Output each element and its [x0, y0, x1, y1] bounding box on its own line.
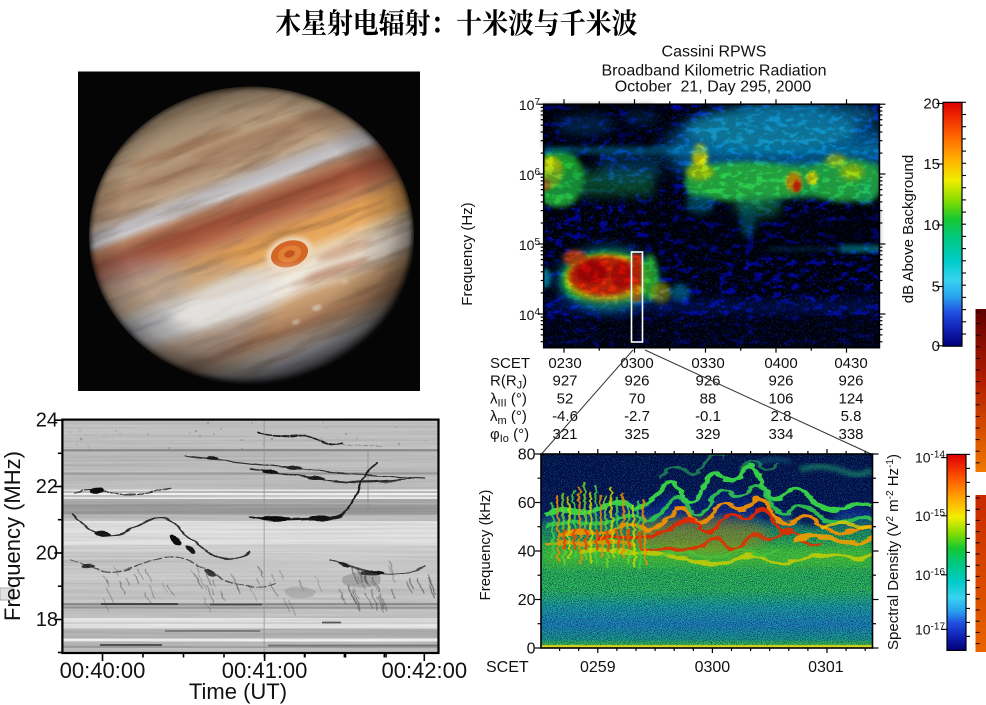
svg-text:SCET: SCET: [490, 355, 530, 372]
svg-text:Broadband Kilometric Radiation: Broadband Kilometric Radiation: [601, 63, 826, 80]
svg-text:0: 0: [932, 338, 940, 355]
svg-text:0301: 0301: [808, 659, 844, 676]
svg-text:0230: 0230: [548, 355, 581, 372]
svg-text:-0.1: -0.1: [695, 408, 721, 425]
svg-text:dB Above Background: dB Above Background: [900, 155, 917, 303]
svg-text:334: 334: [768, 426, 793, 443]
svg-text:927: 927: [552, 373, 577, 390]
svg-text:20: 20: [923, 96, 940, 113]
svg-text:60: 60: [518, 495, 536, 512]
svg-text:0330: 0330: [691, 355, 724, 372]
svg-text:18: 18: [36, 609, 58, 631]
svg-text:SCET: SCET: [486, 659, 529, 676]
svg-text:5: 5: [932, 279, 940, 296]
svg-text:2.8: 2.8: [771, 408, 792, 425]
svg-text:124: 124: [838, 390, 863, 407]
svg-text:10: 10: [923, 217, 940, 234]
svg-text:0300: 0300: [620, 355, 653, 372]
svg-text:926: 926: [695, 373, 720, 390]
svg-text:Spectral Density (V2 m-2 Hz-1): Spectral Density (V2 m-2 Hz-1): [885, 454, 902, 650]
svg-text:0400: 0400: [764, 355, 797, 372]
svg-text:20: 20: [36, 543, 58, 565]
svg-text:R(RJ): R(RJ): [490, 373, 527, 392]
svg-text:λIII (°): λIII (°): [490, 390, 527, 409]
svg-text:88: 88: [700, 390, 717, 407]
svg-text:Time (UT): Time (UT): [189, 679, 287, 704]
svg-text:329: 329: [695, 426, 720, 443]
svg-text:20: 20: [518, 592, 536, 609]
svg-text:338: 338: [838, 426, 863, 443]
svg-text:00:41:00: 00:41:00: [222, 658, 308, 683]
svg-text:24: 24: [36, 410, 58, 432]
svg-text:80: 80: [518, 447, 536, 464]
svg-text:Cassini RPWS: Cassini RPWS: [662, 44, 767, 61]
svg-text:φIo (°): φIo (°): [490, 426, 529, 445]
svg-text:λm (°): λm (°): [490, 408, 527, 427]
svg-text:0: 0: [527, 641, 536, 658]
svg-text:926: 926: [838, 373, 863, 390]
svg-text:00:40:00: 00:40:00: [60, 658, 146, 683]
svg-text:0300: 0300: [695, 659, 731, 676]
svg-text:0259: 0259: [580, 659, 616, 676]
svg-text:-2.7: -2.7: [624, 408, 650, 425]
svg-text:Frequency (MHz): Frequency (MHz): [0, 451, 25, 621]
svg-text:22: 22: [36, 476, 58, 498]
svg-text:-4.6: -4.6: [552, 408, 578, 425]
svg-text:Frequency (Hz): Frequency (Hz): [459, 202, 476, 305]
svg-text:Frequency (kHz): Frequency (kHz): [477, 490, 494, 601]
svg-text:106: 106: [768, 390, 793, 407]
svg-text:926: 926: [768, 373, 793, 390]
svg-text:70: 70: [629, 390, 646, 407]
svg-text:325: 325: [624, 426, 649, 443]
svg-text:52: 52: [557, 390, 574, 407]
svg-text:0430: 0430: [834, 355, 867, 372]
svg-text:5.8: 5.8: [841, 408, 862, 425]
svg-text:40: 40: [518, 544, 536, 561]
svg-text:321: 321: [552, 426, 577, 443]
svg-text:00:42:00: 00:42:00: [381, 658, 467, 683]
svg-text:15: 15: [923, 156, 940, 173]
svg-text:October 21, Day 295, 2000: October 21, Day 295, 2000: [615, 79, 812, 96]
svg-text:926: 926: [624, 373, 649, 390]
